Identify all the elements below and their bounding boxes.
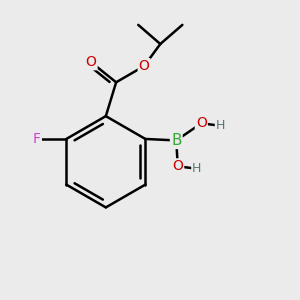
Text: H: H: [192, 162, 202, 175]
Text: O: O: [139, 59, 149, 73]
Text: B: B: [171, 133, 181, 148]
Text: O: O: [86, 55, 97, 69]
Text: F: F: [33, 132, 41, 146]
Text: O: O: [172, 159, 183, 173]
Text: O: O: [196, 116, 207, 130]
Text: H: H: [216, 119, 225, 132]
